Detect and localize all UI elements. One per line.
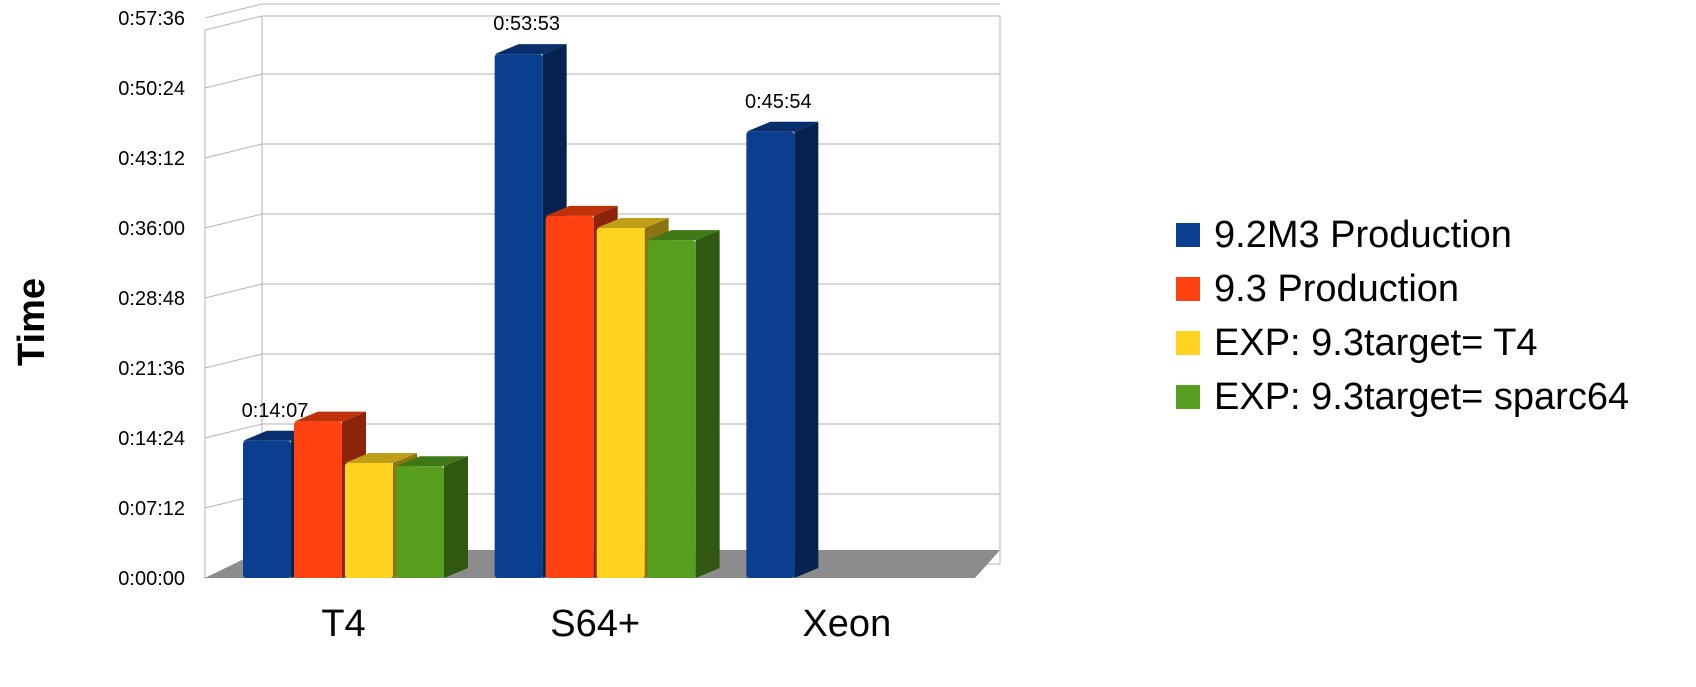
bar [746,131,795,578]
x-axis-ticks: T4 S64+ Xeon [321,603,891,645]
data-label: 0:14:07 [242,400,309,422]
y-tick-label: 0:00:00 [118,568,185,590]
bars [243,44,819,578]
legend-item: 9.2M3 Production [1176,208,1629,262]
y-tick-label: 0:07:12 [118,498,185,520]
bar-top [294,411,366,422]
bar-top [596,218,669,228]
y-tick-label: 0:36:00 [118,218,185,240]
legend-label: EXP: 9.3target= T4 [1214,321,1538,364]
bar-top [647,230,720,241]
bar-side [444,456,468,578]
gridline-side [204,73,263,89]
x-tick-label: Xeon [802,603,891,645]
bar [596,228,645,578]
gridline-side [204,143,263,159]
legend-swatch [1176,385,1200,409]
y-tick-label: 0:57:36 [118,8,185,30]
bar-top [746,121,819,132]
legend: 9.2M3 Production 9.3 Production EXP: 9.3ta… [1176,208,1629,424]
legend-label: EXP: 9.3target= sparc64 [1214,375,1630,418]
x-tick-label: S64+ [550,603,640,645]
gridline-side [204,353,263,369]
y-axis-ticks: 0:00:00 0:07:12 0:14:24 0:21:36 0:28:48 0:36:… [118,8,185,590]
legend-label: 9.2M3 Production [1214,213,1512,256]
bar-side [794,121,819,578]
legend-item: EXP: 9.3target= sparc64 [1176,370,1629,424]
bar [494,54,543,578]
data-labels: 0:14:07 0:53:53 0:45:54 [242,13,812,422]
bar [243,440,291,578]
bar-top [396,456,468,467]
bar [294,421,342,578]
legend-label: 9.3 Production [1214,267,1460,310]
bar-top [494,44,567,55]
y-tick-label: 0:28:48 [118,288,185,310]
gridline-side [204,283,263,299]
y-tick-label: 0:21:36 [118,358,185,380]
bar [545,215,594,578]
y-tick-label: 0:14:24 [118,428,185,450]
y-tick-label: 0:50:24 [118,78,185,100]
bar-side [695,230,720,578]
legend-swatch [1176,331,1200,355]
data-label: 0:53:53 [493,13,560,35]
bar [647,240,696,578]
data-label: 0:45:54 [745,91,812,113]
gridline-side [204,213,263,229]
bar [396,466,444,578]
gridline-side [204,423,263,439]
y-axis-label: Time [11,278,53,366]
bar-top [345,452,417,463]
bar [345,462,393,578]
bar-top [545,205,618,216]
x-tick-label: T4 [321,603,365,645]
legend-item: 9.3 Production [1176,262,1629,316]
legend-swatch [1176,223,1200,247]
legend-swatch [1176,277,1200,301]
gridline-side [204,3,263,19]
legend-item: EXP: 9.3target= T4 [1176,316,1629,370]
y-tick-label: 0:43:12 [118,148,185,170]
